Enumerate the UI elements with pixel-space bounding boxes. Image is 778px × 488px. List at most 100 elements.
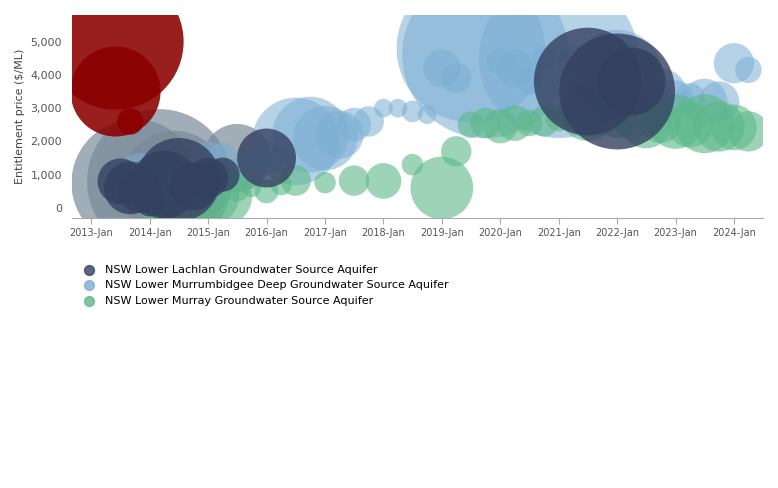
Point <box>406 107 419 115</box>
Point <box>202 156 215 163</box>
Point <box>552 54 565 62</box>
Point <box>581 78 594 85</box>
Point <box>216 154 229 162</box>
Point <box>611 71 623 79</box>
Point <box>246 184 258 192</box>
Point <box>567 118 580 125</box>
Point <box>173 172 185 180</box>
Point <box>538 54 550 62</box>
Point <box>479 119 492 127</box>
Point <box>158 167 170 175</box>
Point <box>436 64 448 72</box>
Point <box>640 87 652 95</box>
Point <box>202 174 215 182</box>
Point <box>124 187 136 195</box>
Point <box>124 184 136 192</box>
Point <box>450 74 462 82</box>
Legend: NSW Lower Lachlan Groundwater Source Aquifer, NSW Lower Murrumbidgee Deep Ground: NSW Lower Lachlan Groundwater Source Aqu… <box>78 264 449 305</box>
Point <box>377 177 390 185</box>
Point <box>596 58 608 65</box>
Point <box>289 177 302 184</box>
Point <box>596 111 608 119</box>
Point <box>144 176 156 183</box>
Y-axis label: Entitlement price ($/ML): Entitlement price ($/ML) <box>15 49 25 184</box>
Point <box>626 78 638 85</box>
Point <box>654 119 667 127</box>
Point <box>727 60 740 67</box>
Point <box>134 171 146 179</box>
Point <box>640 119 652 127</box>
Point <box>684 121 696 129</box>
Point <box>377 104 390 112</box>
Point <box>669 118 682 125</box>
Point <box>436 184 448 192</box>
Point <box>713 122 725 130</box>
Point <box>261 187 273 195</box>
Point <box>523 78 535 85</box>
Point <box>509 64 521 72</box>
Point <box>134 187 146 195</box>
Point <box>124 118 136 125</box>
Point <box>494 122 506 130</box>
Point <box>173 186 185 194</box>
Point <box>363 118 375 125</box>
Point <box>552 114 565 122</box>
Point <box>464 44 477 52</box>
Point <box>450 147 462 155</box>
Point <box>153 177 166 185</box>
Point <box>246 164 258 172</box>
Point <box>626 118 638 125</box>
Point <box>611 87 623 95</box>
Point <box>124 179 136 187</box>
Point <box>611 114 623 122</box>
Point <box>114 172 127 180</box>
Point <box>581 107 594 115</box>
Point <box>567 58 580 65</box>
Point <box>231 186 244 194</box>
Point <box>742 127 755 135</box>
Point <box>464 121 477 129</box>
Point <box>158 186 170 194</box>
Point <box>275 181 287 188</box>
Point <box>348 121 360 129</box>
Point <box>698 98 710 105</box>
Point <box>158 181 170 188</box>
Point <box>626 78 638 85</box>
Point <box>187 183 200 190</box>
Point <box>173 176 185 183</box>
Point <box>494 58 506 65</box>
Point <box>348 177 360 184</box>
Point <box>319 134 331 142</box>
Point <box>134 187 146 195</box>
Point <box>261 154 273 162</box>
Point <box>421 111 433 119</box>
Point <box>406 161 419 168</box>
Point <box>713 98 725 105</box>
Point <box>289 138 302 145</box>
Point <box>684 94 696 102</box>
Point <box>275 156 287 163</box>
Point <box>479 51 492 59</box>
Point <box>114 183 127 191</box>
Point <box>304 131 317 139</box>
Point <box>144 197 156 205</box>
Point <box>144 184 156 192</box>
Point <box>727 123 740 131</box>
Point <box>168 181 180 188</box>
Point <box>333 131 345 139</box>
Point <box>202 171 215 179</box>
Point <box>669 94 682 102</box>
Point <box>231 167 244 175</box>
Point <box>110 87 122 95</box>
Point <box>391 104 404 112</box>
Point <box>129 183 142 190</box>
Point <box>538 118 550 125</box>
Point <box>523 119 535 127</box>
Point <box>742 66 755 74</box>
Point <box>654 91 667 99</box>
Point <box>698 120 710 128</box>
Point <box>110 38 122 45</box>
Point <box>202 191 215 199</box>
Point <box>581 61 594 69</box>
Point <box>509 119 521 127</box>
